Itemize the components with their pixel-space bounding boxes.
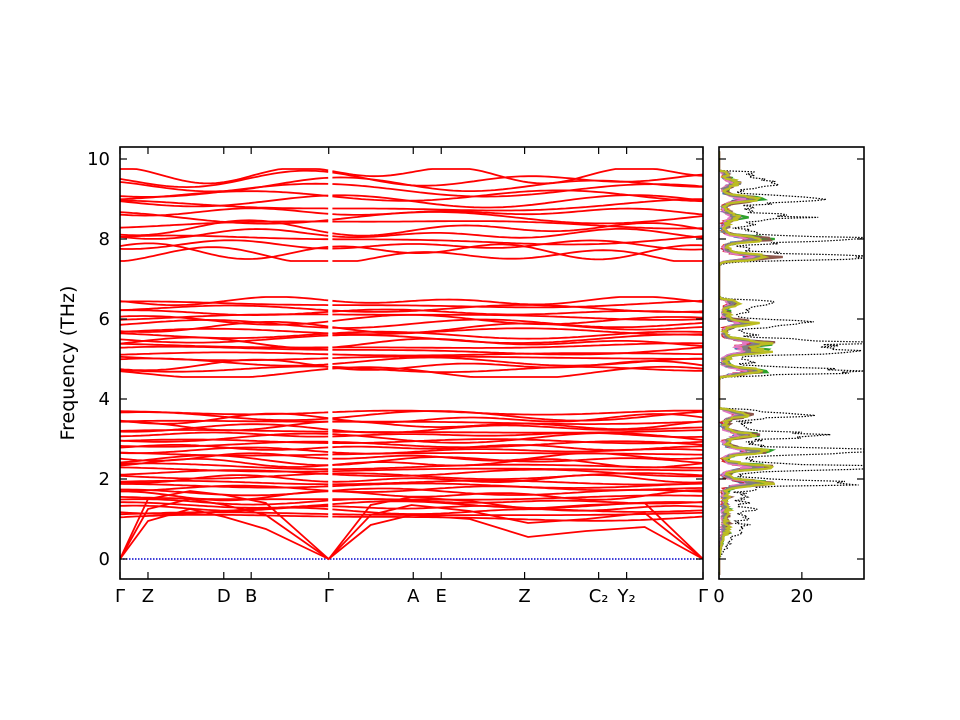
x-tick-label: A bbox=[407, 586, 420, 607]
band-mid-5 bbox=[120, 355, 703, 362]
band-high-14 bbox=[120, 176, 703, 193]
y-axis-label: Frequency (THz) bbox=[57, 286, 79, 441]
band-high-15 bbox=[120, 169, 703, 189]
x-tick-label: Y₂ bbox=[617, 586, 636, 607]
y-tick-label: 0 bbox=[99, 549, 110, 570]
band-low-14 bbox=[120, 472, 703, 480]
y-tick-label: 2 bbox=[99, 469, 110, 490]
x-tick-label: B bbox=[245, 586, 257, 607]
x-tick-label: Γ bbox=[324, 586, 334, 607]
x-tick-label: D bbox=[217, 586, 231, 607]
band-low-26 bbox=[120, 432, 703, 444]
x-tick-label: E bbox=[436, 586, 447, 607]
band-high-2 bbox=[120, 242, 703, 261]
x-tick-label: C₂ bbox=[589, 586, 609, 607]
band-high-3 bbox=[120, 239, 703, 251]
dos-axis-ticks: 0 20 bbox=[713, 158, 864, 607]
band-mid-14 bbox=[120, 318, 703, 329]
band-high-16 bbox=[120, 168, 703, 185]
band-mid-10 bbox=[120, 333, 703, 344]
band-low-13 bbox=[120, 474, 703, 484]
band-mid-9 bbox=[120, 336, 703, 350]
band-low-16 bbox=[120, 466, 703, 473]
dos-x-tick-label: 20 bbox=[790, 586, 813, 607]
y-tick-label: 8 bbox=[99, 229, 110, 250]
band-lines bbox=[120, 168, 703, 561]
band-low-34 bbox=[120, 409, 703, 416]
dos-lines bbox=[719, 151, 864, 575]
dos-frame bbox=[718, 146, 865, 580]
dos-panel: 0 20 bbox=[713, 146, 865, 607]
band-high-9 bbox=[120, 207, 703, 217]
band-mid-19 bbox=[120, 299, 703, 309]
band-mid-2 bbox=[120, 365, 703, 373]
x-tick-label: Γ bbox=[698, 586, 708, 607]
band-high-5 bbox=[120, 228, 703, 240]
band-low-27 bbox=[120, 431, 703, 439]
x-tick-label: Γ bbox=[115, 586, 125, 607]
y-tick-label: 10 bbox=[87, 149, 110, 170]
band-high-11 bbox=[120, 194, 703, 209]
band-mid-11 bbox=[120, 330, 703, 340]
partial-dos-curve-9 bbox=[719, 151, 775, 575]
band-low-1 bbox=[120, 513, 703, 522]
y-tick-label: 4 bbox=[99, 389, 110, 410]
band-frame bbox=[119, 146, 704, 580]
y-tick-label: 6 bbox=[99, 309, 110, 330]
x-tick-label: Z bbox=[518, 586, 530, 607]
band-low-29 bbox=[120, 423, 703, 434]
band-mid-20 bbox=[120, 296, 703, 306]
acoustic-branch-3 bbox=[120, 490, 703, 561]
band-mid-18 bbox=[120, 304, 703, 313]
band-high-4 bbox=[120, 234, 703, 246]
x-tick-label: Z bbox=[142, 586, 154, 607]
dos-x-tick-label: 0 bbox=[713, 586, 724, 607]
band-low-18 bbox=[120, 458, 703, 469]
total-dos-curve bbox=[719, 151, 864, 575]
